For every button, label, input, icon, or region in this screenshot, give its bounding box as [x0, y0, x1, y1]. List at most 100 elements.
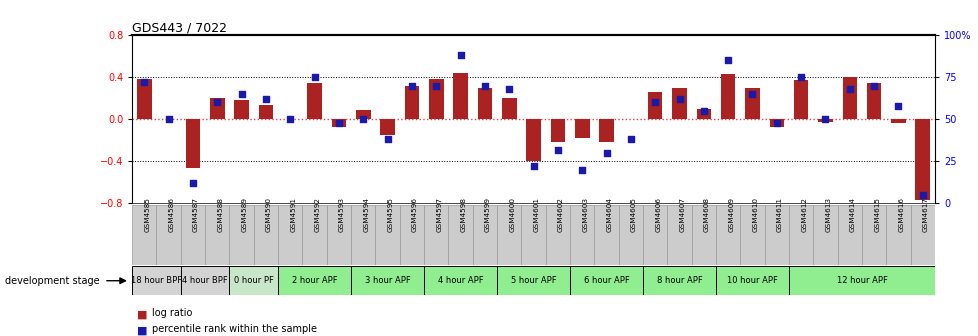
Text: GSM4591: GSM4591	[290, 197, 296, 232]
Point	[428, 83, 444, 88]
Bar	[278, 266, 351, 295]
Point	[695, 108, 711, 114]
Text: GSM4604: GSM4604	[606, 197, 612, 232]
Point	[866, 83, 881, 88]
Bar	[769, 119, 783, 127]
Text: GSM4599: GSM4599	[484, 197, 490, 232]
Bar	[667, 205, 691, 265]
Text: GSM4616: GSM4616	[898, 197, 904, 232]
Text: GSM4586: GSM4586	[168, 197, 174, 232]
Text: GSM4611: GSM4611	[776, 197, 782, 232]
Point	[574, 167, 590, 172]
Text: GSM4590: GSM4590	[266, 197, 272, 232]
Bar	[618, 205, 643, 265]
Bar	[229, 205, 253, 265]
Point	[817, 117, 832, 122]
Bar	[764, 205, 788, 265]
Bar	[181, 266, 229, 295]
Point	[501, 86, 516, 92]
Bar	[132, 205, 156, 265]
Text: GSM4600: GSM4600	[509, 197, 514, 232]
Bar	[574, 119, 589, 138]
Bar	[813, 205, 837, 265]
Bar	[545, 205, 569, 265]
Text: GSM4595: GSM4595	[387, 197, 393, 232]
Bar	[423, 205, 448, 265]
Point	[841, 86, 857, 92]
Bar	[205, 205, 229, 265]
Bar	[569, 266, 643, 295]
Bar	[866, 83, 880, 119]
Text: 10 hour APF: 10 hour APF	[727, 276, 778, 285]
Point	[914, 192, 930, 198]
Bar	[643, 205, 667, 265]
Text: GSM4607: GSM4607	[679, 197, 685, 232]
Bar	[691, 205, 715, 265]
Bar	[448, 205, 472, 265]
Text: GSM4606: GSM4606	[654, 197, 660, 232]
Text: GSM4617: GSM4617	[922, 197, 928, 232]
Text: 2 hour APF: 2 hour APF	[291, 276, 337, 285]
Text: GSM4605: GSM4605	[630, 197, 637, 232]
Bar	[788, 266, 934, 295]
Bar	[842, 77, 856, 119]
Bar	[672, 88, 687, 119]
Bar	[210, 98, 224, 119]
Text: GSM4612: GSM4612	[800, 197, 806, 232]
Bar	[428, 79, 443, 119]
Bar	[720, 74, 734, 119]
Text: GSM4589: GSM4589	[242, 197, 247, 232]
Point	[209, 100, 225, 105]
Bar	[356, 110, 371, 119]
Text: development stage: development stage	[5, 276, 100, 286]
Bar	[643, 266, 715, 295]
Bar	[229, 266, 278, 295]
Point	[452, 53, 467, 58]
Bar	[914, 119, 929, 200]
Bar	[647, 92, 662, 119]
Point	[185, 180, 200, 186]
Bar	[715, 205, 739, 265]
Point	[671, 96, 687, 102]
Bar	[278, 205, 302, 265]
Bar	[453, 73, 467, 119]
Text: 3 hour APF: 3 hour APF	[365, 276, 410, 285]
Bar	[788, 205, 813, 265]
Text: 6 hour APF: 6 hour APF	[583, 276, 629, 285]
Text: GSM4610: GSM4610	[752, 197, 758, 232]
Bar	[307, 83, 322, 119]
Bar	[837, 205, 861, 265]
Text: GSM4597: GSM4597	[436, 197, 442, 232]
Bar	[526, 119, 540, 161]
Text: GSM4593: GSM4593	[338, 197, 344, 232]
Bar	[181, 205, 205, 265]
Bar	[472, 205, 497, 265]
Text: GSM4609: GSM4609	[728, 197, 734, 232]
Text: log ratio: log ratio	[152, 308, 192, 319]
Point	[404, 83, 420, 88]
Text: GSM4587: GSM4587	[193, 197, 199, 232]
Bar	[715, 266, 788, 295]
Bar	[477, 88, 492, 119]
Point	[525, 164, 541, 169]
Point	[646, 100, 662, 105]
Text: 8 hour APF: 8 hour APF	[656, 276, 701, 285]
Bar	[332, 119, 346, 127]
Point	[234, 91, 249, 97]
Text: GSM4614: GSM4614	[849, 197, 855, 232]
Text: GSM4601: GSM4601	[533, 197, 539, 232]
Point	[599, 150, 614, 156]
Bar	[137, 79, 152, 119]
Point	[136, 80, 152, 85]
Bar	[404, 86, 419, 119]
Bar	[375, 205, 399, 265]
Bar	[744, 88, 759, 119]
Point	[768, 120, 783, 125]
Bar	[910, 205, 934, 265]
Point	[331, 120, 346, 125]
Point	[622, 137, 638, 142]
Bar	[793, 80, 808, 119]
Bar	[885, 205, 910, 265]
Text: GSM4608: GSM4608	[703, 197, 709, 232]
Bar	[253, 205, 278, 265]
